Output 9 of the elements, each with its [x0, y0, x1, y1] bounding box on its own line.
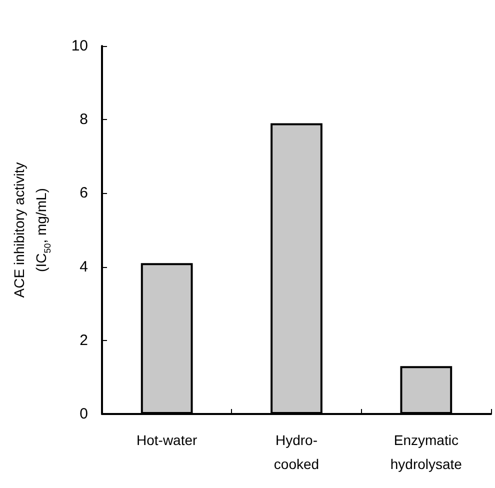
y-tick-label: 6	[80, 184, 88, 202]
y-tick-label: 8	[80, 111, 88, 128]
y-tick-label: 2	[80, 332, 88, 349]
x-tick-label: Enzymatic hydrolysate	[390, 432, 462, 472]
x-tick-label: Hot-water	[136, 432, 198, 448]
y-tick-label: 10	[71, 38, 88, 54]
y-tick-label: 0	[80, 406, 88, 422]
y-tick-label: 4	[80, 258, 88, 276]
x-tick-label: Hydro- cooked	[274, 432, 320, 472]
